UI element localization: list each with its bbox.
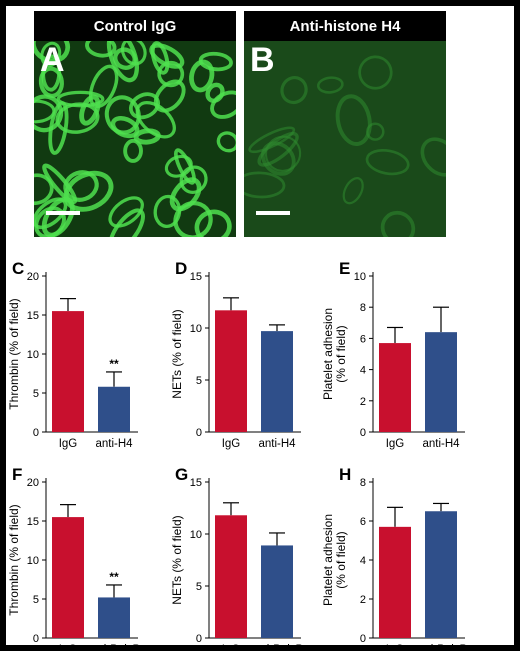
chart-panel-d: D 0 5 10 15 NETs (% of field) IgG anti-H4 <box>170 259 301 450</box>
category-label: IgG <box>222 644 241 645</box>
y-tick-label: 20 <box>27 271 39 283</box>
chart-panel-f: F 0 5 10 15 20 Thrombin (% of field) IgG anti-Po… <box>7 465 141 645</box>
category-label: anti-PolyP <box>415 644 468 645</box>
category-label: IgG <box>386 438 405 450</box>
category-label: anti-H4 <box>422 438 460 450</box>
y-tick-label: 5 <box>196 581 202 593</box>
y-tick-label: 10 <box>190 323 202 335</box>
chart-panel-g: G 0 5 10 15 NETs (% of field) IgG anti-PolyP <box>170 465 304 645</box>
bar-anti-polyp <box>261 545 293 638</box>
y-tick-label: 0 <box>196 427 202 439</box>
y-tick-label: 5 <box>33 388 39 400</box>
category-label: IgG <box>386 644 405 645</box>
panel-letter: F <box>12 465 22 484</box>
micrograph-image <box>34 11 236 237</box>
y-tick-label: 15 <box>27 516 39 528</box>
scale-bar <box>46 211 80 215</box>
panel-letter: A <box>40 41 65 79</box>
bar-igg <box>52 311 84 432</box>
y-tick-label: 0 <box>33 427 39 439</box>
figure-canvas: Control IgG A Anti-histone H4 B C 0 5 10 15 2… <box>6 6 514 645</box>
panel-letter: H <box>339 465 351 484</box>
y-tick-label: 5 <box>33 594 39 606</box>
y-axis-label: (% of field) <box>334 325 348 382</box>
category-label: anti-H4 <box>95 438 133 450</box>
y-tick-label: 10 <box>27 555 39 567</box>
micrograph-anti-histone: Anti-histone H4 B <box>244 11 446 237</box>
category-label: IgG <box>59 438 78 450</box>
y-axis-label: Platelet adhesion <box>321 514 335 606</box>
micrograph-title: Control IgG <box>34 11 236 41</box>
bar-igg <box>379 526 411 638</box>
category-label: anti-H4 <box>258 438 296 450</box>
bar-anti-polyp <box>98 597 130 638</box>
bar-igg <box>52 517 84 638</box>
y-tick-label: 10 <box>190 529 202 541</box>
y-tick-label: 15 <box>27 310 39 322</box>
panel-letter: D <box>175 259 187 278</box>
y-tick-label: 0 <box>360 633 366 645</box>
significance-label: ** <box>109 570 119 584</box>
y-axis-label: (% of field) <box>334 531 348 588</box>
y-tick-label: 15 <box>190 271 202 283</box>
bar-anti-h4 <box>98 386 130 432</box>
micrograph-title: Anti-histone H4 <box>244 11 446 41</box>
category-label: IgG <box>222 438 241 450</box>
y-tick-label: 20 <box>27 477 39 489</box>
scale-bar <box>256 211 290 215</box>
category-label: anti-PolyP <box>251 644 304 645</box>
bar-igg <box>215 515 247 638</box>
category-label: IgG <box>59 644 78 645</box>
y-tick-label: 0 <box>196 633 202 645</box>
y-tick-label: 0 <box>360 427 366 439</box>
y-axis-label: NETs (% of field) <box>170 515 184 604</box>
panel-letter: C <box>12 259 24 278</box>
panel-letter: G <box>175 465 188 484</box>
micrograph-control-igg: Control IgG A <box>34 11 236 237</box>
y-axis-label: Thrombin (% of field) <box>7 504 21 615</box>
bar-igg <box>379 343 411 432</box>
y-tick-label: 8 <box>360 302 366 314</box>
y-tick-label: 2 <box>360 396 366 408</box>
chart-panel-c: C 0 5 10 15 20 Thrombin (% of field) IgG anti-H4… <box>7 259 138 450</box>
micrograph-image <box>244 11 446 237</box>
chart-panel-h: H 0 2 4 6 8 Platelet adhesion(% of field) IgG an… <box>321 465 468 645</box>
y-tick-label: 4 <box>360 555 366 567</box>
y-tick-label: 4 <box>360 365 366 377</box>
y-axis-label: Platelet adhesion <box>321 308 335 400</box>
y-tick-label: 8 <box>360 477 366 489</box>
bar-anti-h4 <box>425 332 457 432</box>
bar-anti-h4 <box>261 331 293 432</box>
y-tick-label: 2 <box>360 594 366 606</box>
y-tick-label: 0 <box>33 633 39 645</box>
chart-panel-e: E 0 2 4 6 8 10 Platelet adhesion (% of field) IgG… <box>321 259 465 450</box>
bar-igg <box>215 310 247 432</box>
significance-label: ** <box>109 357 119 371</box>
bar-anti-polyp <box>425 511 457 638</box>
y-tick-label: 15 <box>190 477 202 489</box>
y-axis-label: NETs (% of field) <box>170 309 184 398</box>
y-tick-label: 10 <box>354 271 366 283</box>
y-tick-label: 6 <box>360 516 366 528</box>
y-axis-label: Thrombin (% of field) <box>7 298 21 409</box>
panel-letter: E <box>339 259 350 278</box>
y-tick-label: 5 <box>196 375 202 387</box>
y-tick-label: 10 <box>27 349 39 361</box>
category-label: anti-PolyP <box>88 644 141 645</box>
panel-letter: B <box>250 41 275 79</box>
y-tick-label: 6 <box>360 333 366 345</box>
